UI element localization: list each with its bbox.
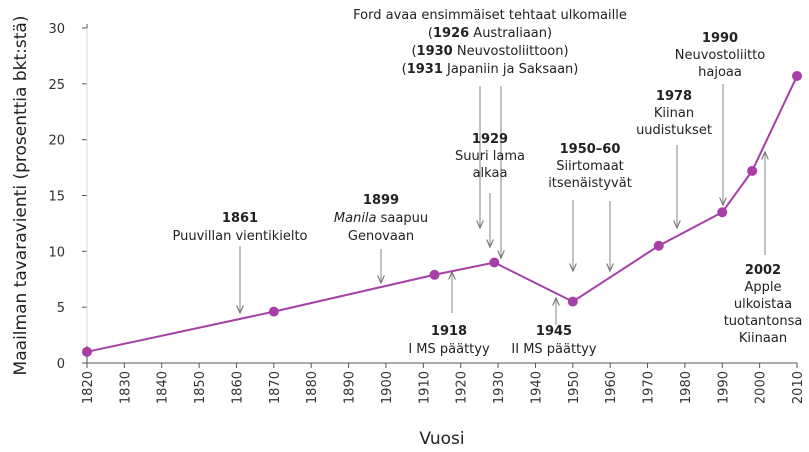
annotation-line: 1918 [431,324,467,339]
axes: 0 5 10 15 20 25 30 1820 1830 1840 1850 1860 1870 1880… [48,22,806,404]
annotation-line: Siirtomaat [556,159,624,174]
x-tick-label: 1870 [268,371,283,404]
annotation-line: uudistukset [636,123,712,138]
x-tick-label: 1960 [604,371,619,404]
annotation-line: I MS päättyy [408,342,490,357]
annotations: 1861 Puuvillan vientikielto 1899 Manila saa… [172,8,802,357]
annotation-line: 1950–60 [560,142,621,157]
data-point [792,71,802,82]
annotation-line: Kiinaan [739,331,787,346]
annotation-line: 1929 [472,132,508,147]
annotation-leaders [86,28,765,346]
annotation: 1918 I MS päättyy [408,324,490,357]
data-point [653,240,664,251]
y-tick-label: 25 [48,78,65,93]
x-tick-label: 1990 [716,371,731,404]
data-point [489,257,500,268]
annotation-line: 1861 [222,211,258,226]
x-tick-label: 1820 [81,371,96,404]
annotation-line: Puuvillan vientikielto [172,229,307,244]
annotation-line: 1990 [702,31,738,46]
y-tick-label: 20 [48,134,65,149]
annotation: 1899 Manila saapuu Genovaan [334,193,428,244]
data-point [429,269,440,280]
annotation-line: Genovaan [348,229,414,244]
annotation-line: Suuri lama [455,149,525,164]
x-tick-label: 1890 [343,371,358,404]
annotation-line: 1978 [656,89,692,104]
x-tick-label: 1940 [529,371,544,404]
x-tick-label: 1970 [642,371,657,404]
x-tick-label: 1860 [230,371,245,404]
annotation: 1945 II MS päättyy [511,324,596,357]
x-tick-label: 1900 [380,371,395,404]
x-tick-label: 1840 [156,371,171,404]
annotation: 1990 Neuvostoliitto hajoaa [675,31,765,80]
annotation-line: 1945 [536,324,572,339]
y-tick-label: 10 [48,245,65,260]
x-tick-label: 2000 [754,371,769,404]
annotation-line: Neuvostoliitto [675,48,765,63]
annotation: 1978 Kiinan uudistukset [636,89,712,138]
x-tick-label: 1910 [417,371,432,404]
annotation-line: Apple [744,280,781,295]
y-tick-label: 30 [48,22,65,37]
annotation-line: ulkoistaa [734,297,792,312]
annotation-line: (1931 Japaniin ja Saksaan) [402,62,579,77]
y-tick-label: 15 [48,190,65,205]
y-tick-label: 5 [57,301,65,316]
y-tick-label: 0 [57,357,65,372]
annotation: 2002 Apple ulkoistaa tuotantonsa Kiinaan [724,263,803,346]
x-tick-label: 2010 [791,371,806,404]
annotation-line: alkaa [473,166,508,181]
annotation-line: Manila saapuu [334,211,428,226]
annotation: Ford avaa ensimmäiset tehtaat ulkomaille… [353,8,627,77]
annotation-line: 1899 [363,193,399,208]
data-point [747,165,758,176]
x-axis-title: Vuosi [419,429,464,449]
x-tick-label: 1920 [455,371,470,404]
annotation: 1950–60 Siirtomaat itsenäistyvät [548,142,632,191]
data-point [82,346,92,357]
annotation-line: Kiinan [654,106,694,121]
annotation-line: tuotantonsa [724,314,803,329]
x-tick-label: 1880 [305,371,320,404]
annotation-line: hajoaa [698,65,742,80]
x-tick-label: 1980 [679,371,694,404]
series-line [82,71,802,357]
annotation-line: 2002 [745,263,781,278]
data-point [268,306,279,317]
x-tick-label: 1830 [118,371,133,404]
data-point [717,207,728,218]
annotation-line: (1926 Australiaan) [428,26,552,41]
x-tick-label: 1850 [193,371,208,404]
data-point [567,296,578,307]
x-tick-label: 1950 [567,371,582,404]
x-tick-label: 1930 [492,371,507,404]
annotation-line: itsenäistyvät [548,176,632,191]
annotation: 1929 Suuri lama alkaa [455,132,525,181]
annotation: 1861 Puuvillan vientikielto [172,211,307,244]
y-axis-title: Maailman tavaravienti (prosenttia bkt:st… [11,16,31,376]
annotation-line: Ford avaa ensimmäiset tehtaat ulkomaille [353,8,627,23]
annotation-line: (1930 Neuvostoliittoon) [411,44,568,59]
annotation-line: II MS päättyy [511,342,596,357]
